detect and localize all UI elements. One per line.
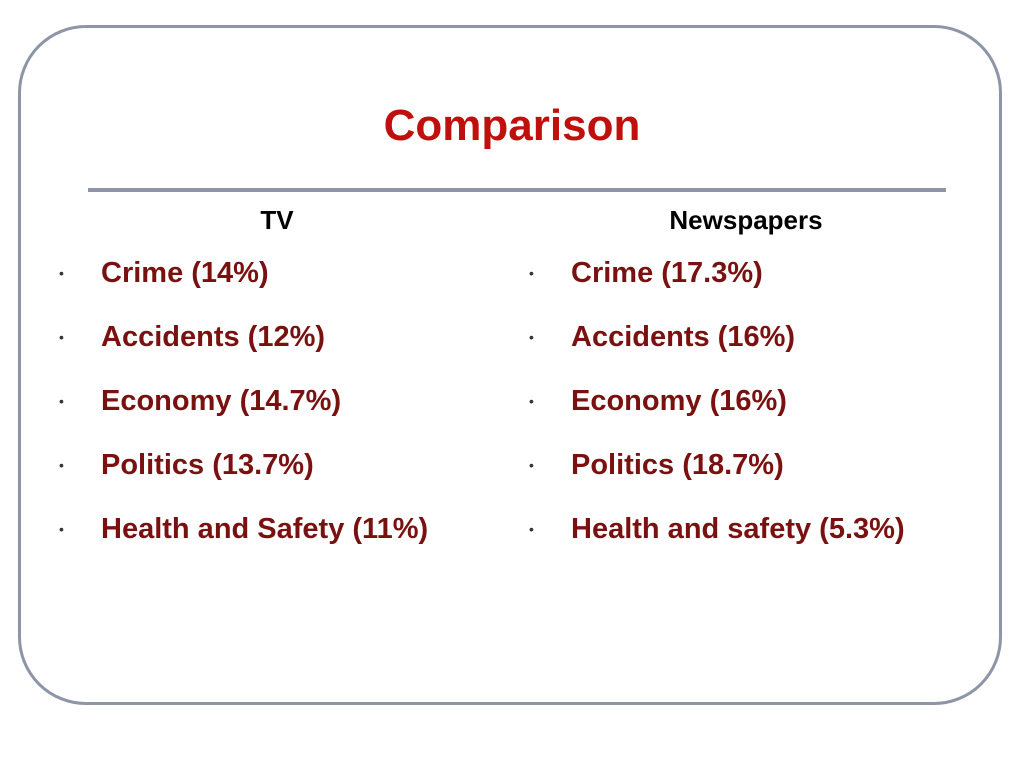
- bullet-icon: •: [529, 265, 534, 281]
- bullet-icon: •: [59, 521, 64, 537]
- bullet-icon: •: [529, 457, 534, 473]
- list-item: • Politics (13.7%): [58, 445, 518, 509]
- list-item-text: Accidents (16%): [571, 321, 796, 353]
- column-heading-newspapers: Newspapers: [669, 205, 823, 235]
- bullet-icon: •: [59, 265, 64, 281]
- list-item: • Crime (17.3%): [528, 253, 998, 317]
- list-item: • Economy (14.7%): [58, 381, 518, 445]
- list-item: • Health and safety (5.3%): [528, 509, 998, 573]
- list-item: • Accidents (12%): [58, 317, 518, 381]
- list-item-text: Crime (14%): [101, 257, 269, 289]
- list-item-text: Health and safety (5.3%): [571, 513, 905, 545]
- bullet-icon: •: [529, 329, 534, 345]
- newspapers-topic-list: • Crime (17.3%) • Accidents (16%) • Econ…: [528, 253, 998, 573]
- bullet-icon: •: [529, 521, 534, 537]
- list-item-text: Economy (14.7%): [101, 385, 342, 417]
- list-item-text: Health and Safety (11%): [101, 513, 429, 545]
- list-item: • Accidents (16%): [528, 317, 998, 381]
- list-item-text: Politics (18.7%): [571, 449, 784, 481]
- bullet-icon: •: [529, 393, 534, 409]
- title-divider: [88, 188, 946, 192]
- slide-frame: [18, 25, 1002, 705]
- list-item-text: Economy (16%): [571, 385, 787, 417]
- slide-title: Comparison: [383, 101, 641, 150]
- bullet-icon: •: [59, 457, 64, 473]
- bullet-icon: •: [59, 393, 64, 409]
- list-item: • Health and Safety (11%): [58, 509, 518, 573]
- column-heading-tv: TV: [260, 205, 294, 235]
- list-item: • Crime (14%): [58, 253, 518, 317]
- list-item: • Economy (16%): [528, 381, 998, 445]
- list-item-text: Accidents (12%): [101, 321, 326, 353]
- bullet-icon: •: [59, 329, 64, 345]
- list-item: • Politics (18.7%): [528, 445, 998, 509]
- list-item-text: Politics (13.7%): [101, 449, 314, 481]
- list-item-text: Crime (17.3%): [571, 257, 763, 289]
- tv-topic-list: • Crime (14%) • Accidents (12%) • Econom…: [58, 253, 518, 573]
